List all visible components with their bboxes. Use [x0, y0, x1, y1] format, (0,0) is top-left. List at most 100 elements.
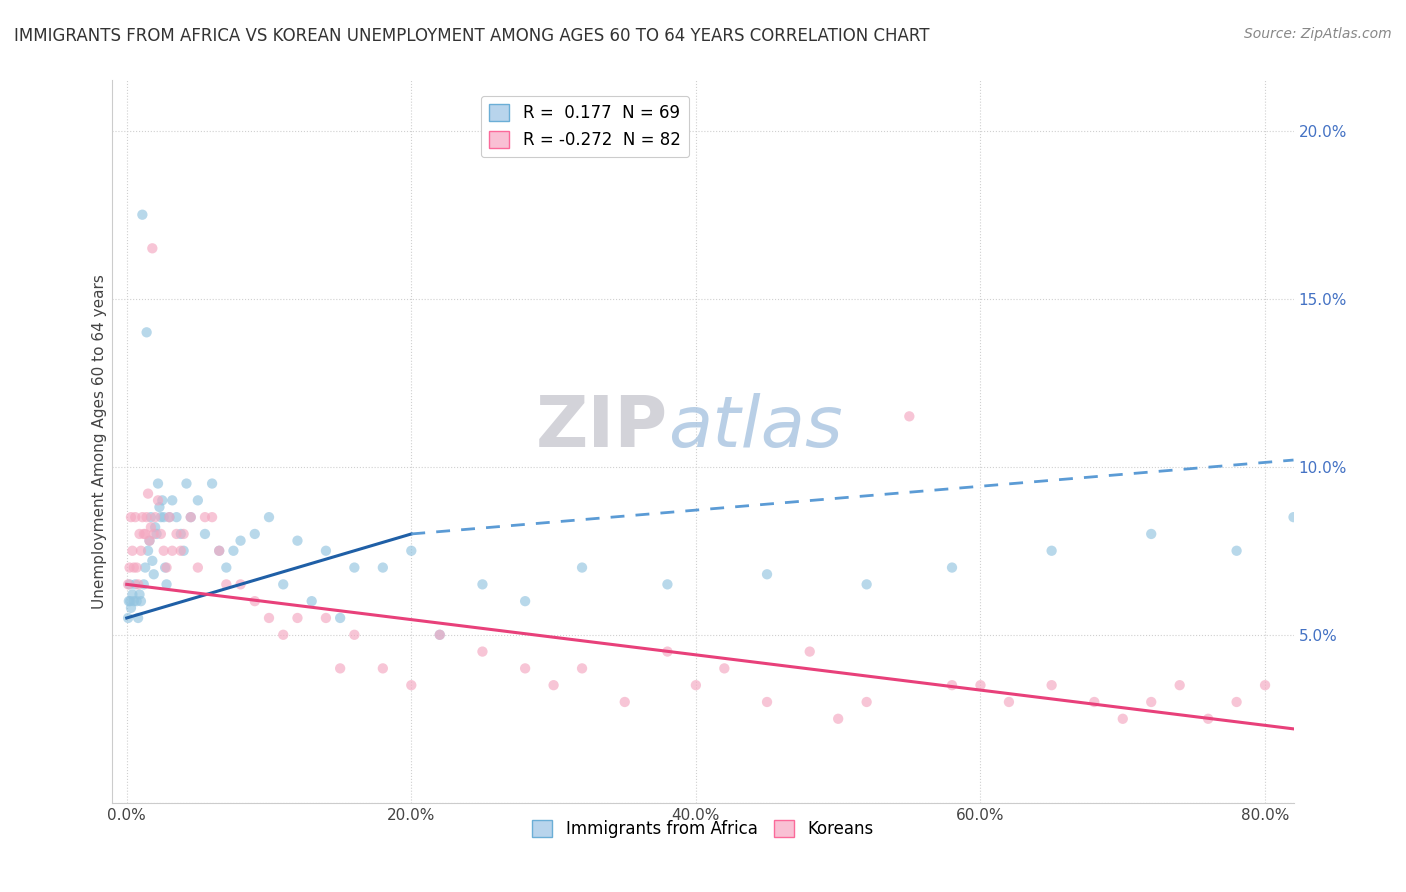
Point — [125, 560, 148, 574]
Point — [128, 587, 150, 601]
Point — [329, 611, 352, 625]
Point — [131, 510, 153, 524]
Point — [799, 644, 821, 658]
Point — [128, 527, 150, 541]
Point — [149, 510, 172, 524]
Point — [243, 594, 266, 608]
Point — [141, 554, 163, 568]
Point — [138, 533, 160, 548]
Point — [208, 543, 231, 558]
Point — [1197, 712, 1219, 726]
Point — [343, 560, 366, 574]
Point — [301, 594, 323, 608]
Point — [166, 510, 188, 524]
Point — [162, 493, 184, 508]
Point — [1254, 678, 1277, 692]
Point — [157, 510, 180, 524]
Point — [127, 611, 149, 625]
Point — [657, 577, 679, 591]
Point — [148, 500, 170, 514]
Point — [287, 533, 309, 548]
Point — [898, 409, 921, 424]
Point — [343, 628, 366, 642]
Point — [157, 510, 180, 524]
Point — [180, 510, 202, 524]
Point — [827, 712, 849, 726]
Point — [136, 486, 159, 500]
Point — [401, 678, 423, 692]
Point — [180, 510, 202, 524]
Point — [129, 594, 152, 608]
Point — [135, 326, 157, 340]
Point — [187, 560, 209, 574]
Point — [1140, 527, 1163, 541]
Point — [162, 543, 184, 558]
Point — [329, 661, 352, 675]
Point — [152, 543, 174, 558]
Point — [132, 527, 155, 541]
Point — [257, 611, 280, 625]
Point — [139, 520, 162, 534]
Text: atlas: atlas — [668, 392, 842, 461]
Point — [153, 560, 176, 574]
Point — [124, 510, 146, 524]
Point — [117, 611, 139, 625]
Point — [155, 560, 177, 574]
Legend: Immigrants from Africa, Koreans: Immigrants from Africa, Koreans — [526, 814, 880, 845]
Text: ZIP: ZIP — [536, 392, 668, 461]
Point — [1040, 543, 1063, 558]
Point — [201, 510, 224, 524]
Point — [287, 611, 309, 625]
Point — [166, 527, 188, 541]
Point — [121, 543, 143, 558]
Point — [1324, 543, 1347, 558]
Point — [401, 543, 423, 558]
Point — [471, 577, 494, 591]
Point — [170, 543, 193, 558]
Text: IMMIGRANTS FROM AFRICA VS KOREAN UNEMPLOYMENT AMONG AGES 60 TO 64 YEARS CORRELAT: IMMIGRANTS FROM AFRICA VS KOREAN UNEMPLO… — [14, 27, 929, 45]
Point — [513, 661, 536, 675]
Point — [271, 577, 294, 591]
Point — [513, 594, 536, 608]
Point — [129, 543, 152, 558]
Point — [173, 527, 195, 541]
Point — [229, 577, 252, 591]
Point — [208, 543, 231, 558]
Point — [122, 594, 145, 608]
Point — [134, 560, 156, 574]
Point — [194, 510, 217, 524]
Point — [125, 594, 148, 608]
Point — [969, 678, 991, 692]
Point — [141, 241, 163, 255]
Point — [371, 560, 394, 574]
Point — [155, 577, 177, 591]
Point — [124, 577, 146, 591]
Point — [571, 661, 593, 675]
Point — [1112, 712, 1135, 726]
Point — [315, 611, 337, 625]
Point — [143, 520, 166, 534]
Point — [149, 527, 172, 541]
Point — [998, 695, 1021, 709]
Point — [118, 577, 141, 591]
Point — [1168, 678, 1191, 692]
Point — [127, 577, 149, 591]
Y-axis label: Unemployment Among Ages 60 to 64 years: Unemployment Among Ages 60 to 64 years — [91, 274, 107, 609]
Point — [429, 628, 451, 642]
Point — [118, 560, 141, 574]
Point — [1083, 695, 1105, 709]
Point — [150, 493, 173, 508]
Point — [120, 510, 142, 524]
Point — [152, 510, 174, 524]
Point — [855, 577, 877, 591]
Point — [139, 510, 162, 524]
Point — [571, 560, 593, 574]
Point — [194, 527, 217, 541]
Point — [1368, 644, 1391, 658]
Point — [1226, 695, 1249, 709]
Point — [176, 476, 198, 491]
Point — [222, 543, 245, 558]
Point — [1140, 695, 1163, 709]
Point — [1040, 678, 1063, 692]
Point — [121, 587, 143, 601]
